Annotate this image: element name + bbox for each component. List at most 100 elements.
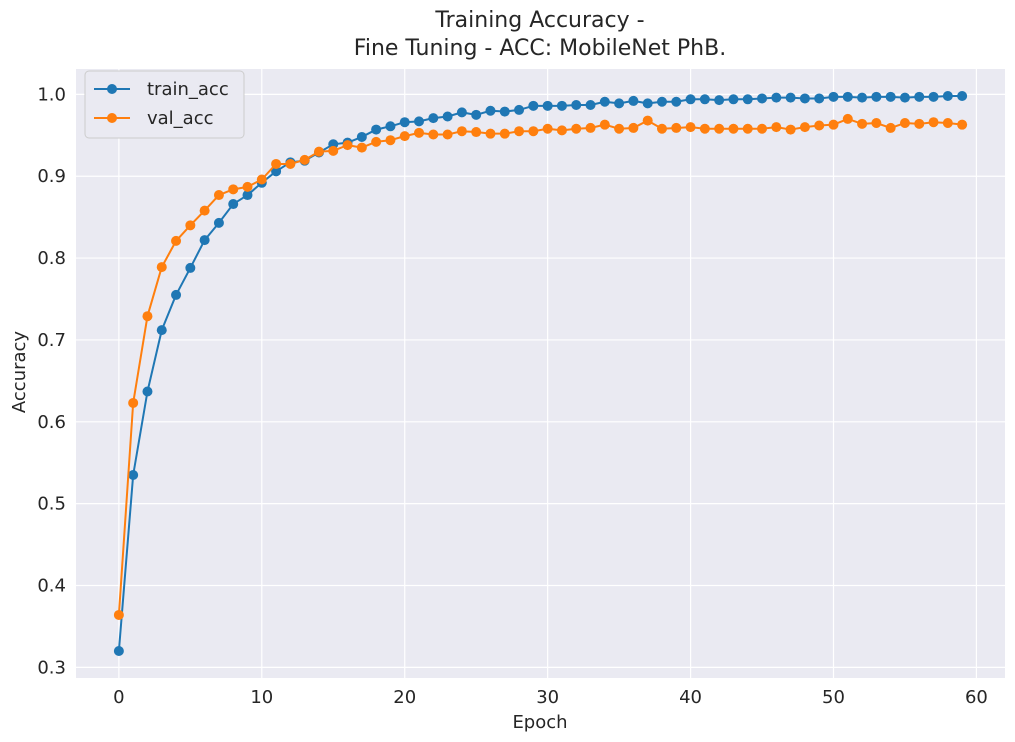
data-point-val_acc (614, 123, 625, 134)
data-point-val_acc (642, 115, 653, 126)
data-point-train_acc (928, 91, 939, 102)
data-point-val_acc (871, 118, 882, 129)
data-point-val_acc (371, 136, 382, 147)
series-val_acc (113, 113, 968, 620)
legend-box (84, 70, 245, 139)
data-point-val_acc (285, 158, 296, 169)
data-point-val_acc (328, 145, 339, 156)
data-point-val_acc (428, 129, 439, 140)
data-point-val_acc (399, 131, 410, 142)
legend-val-marker (107, 113, 117, 123)
data-point-val_acc (771, 122, 782, 133)
x-tick-labels: 0 10 20 30 40 50 60 (113, 687, 988, 708)
data-point-train_acc (414, 116, 425, 127)
data-point-train_acc (499, 106, 510, 117)
data-point-train_acc (728, 94, 739, 105)
y-tick-label: 0.7 (37, 330, 66, 351)
data-point-train_acc (828, 91, 839, 102)
chart-title-line-2: Fine Tuning - ACC: MobileNet PhB. (354, 36, 726, 61)
y-tick-label: 0.8 (37, 248, 66, 269)
data-point-train_acc (442, 111, 453, 122)
data-point-val_acc (842, 113, 853, 124)
x-tick-label: 30 (536, 687, 559, 708)
data-point-train_acc (242, 190, 253, 201)
data-point-train_acc (785, 92, 796, 103)
chart-title-line-1: Training Accuracy - (434, 8, 644, 33)
data-point-train_acc (571, 100, 582, 111)
data-point-val_acc (113, 609, 124, 620)
data-point-train_acc (614, 98, 625, 109)
data-point-val_acc (299, 154, 310, 165)
data-point-train_acc (642, 98, 653, 109)
data-point-train_acc (228, 199, 239, 210)
legend-train-label: train_acc (147, 79, 229, 100)
data-point-train_acc (899, 92, 910, 103)
data-point-train_acc (757, 93, 768, 104)
data-point-val_acc (785, 124, 796, 135)
data-point-train_acc (671, 96, 682, 107)
grid (76, 69, 1005, 678)
data-point-train_acc (428, 113, 439, 124)
data-point-val_acc (342, 140, 353, 151)
data-point-val_acc (914, 118, 925, 129)
data-point-train_acc (799, 93, 810, 104)
data-point-val_acc (699, 123, 710, 134)
data-point-val_acc (556, 125, 567, 136)
data-point-val_acc (213, 190, 224, 201)
data-point-val_acc (885, 122, 896, 133)
data-point-val_acc (628, 122, 639, 133)
y-tick-label: 1.0 (37, 84, 66, 105)
data-point-train_acc (171, 289, 182, 300)
data-point-train_acc (213, 217, 224, 228)
data-point-train_acc (371, 124, 382, 135)
data-point-val_acc (199, 205, 210, 216)
data-point-train_acc (742, 94, 753, 105)
data-point-train_acc (771, 92, 782, 103)
data-point-train_acc (113, 645, 124, 656)
data-point-val_acc (313, 146, 324, 157)
data-point-val_acc (185, 220, 196, 231)
data-point-train_acc (399, 117, 410, 128)
data-point-train_acc (456, 107, 467, 118)
data-point-val_acc (514, 126, 525, 137)
y-tick-labels: 0.3 0.4 0.5 0.6 0.7 0.8 0.9 1.0 (37, 84, 66, 678)
data-point-val_acc (957, 119, 968, 130)
y-axis-label: Accuracy (9, 331, 30, 414)
y-tick-label: 0.4 (37, 576, 66, 597)
data-point-train_acc (185, 262, 196, 273)
data-point-val_acc (857, 118, 868, 129)
data-point-val_acc (685, 122, 696, 133)
data-point-val_acc (742, 123, 753, 134)
data-point-val_acc (671, 122, 682, 133)
data-point-val_acc (899, 118, 910, 129)
legend: train_acc val_acc (84, 70, 245, 139)
data-point-val_acc (814, 120, 825, 131)
data-point-val_acc (757, 123, 768, 134)
data-point-train_acc (699, 94, 710, 105)
data-point-train_acc (142, 386, 153, 397)
data-point-train_acc (585, 100, 596, 111)
data-point-train_acc (156, 325, 167, 336)
data-point-train_acc (485, 105, 496, 116)
data-point-train_acc (914, 91, 925, 102)
data-point-val_acc (714, 123, 725, 134)
data-point-val_acc (442, 129, 453, 140)
data-point-val_acc (156, 262, 167, 273)
data-point-val_acc (385, 135, 396, 146)
data-point-val_acc (828, 119, 839, 130)
data-point-val_acc (585, 122, 596, 133)
data-point-train_acc (199, 235, 210, 246)
legend-val-label: val_acc (147, 108, 214, 129)
data-point-val_acc (728, 123, 739, 134)
data-point-train_acc (385, 121, 396, 132)
y-tick-label: 0.6 (37, 412, 66, 433)
data-point-train_acc (514, 104, 525, 115)
x-tick-label: 10 (250, 687, 273, 708)
legend-train-marker (107, 84, 117, 94)
x-tick-label: 40 (679, 687, 702, 708)
data-point-val_acc (599, 119, 610, 130)
x-axis-label: Epoch (512, 712, 567, 733)
data-point-train_acc (528, 100, 539, 111)
data-point-val_acc (471, 127, 482, 138)
